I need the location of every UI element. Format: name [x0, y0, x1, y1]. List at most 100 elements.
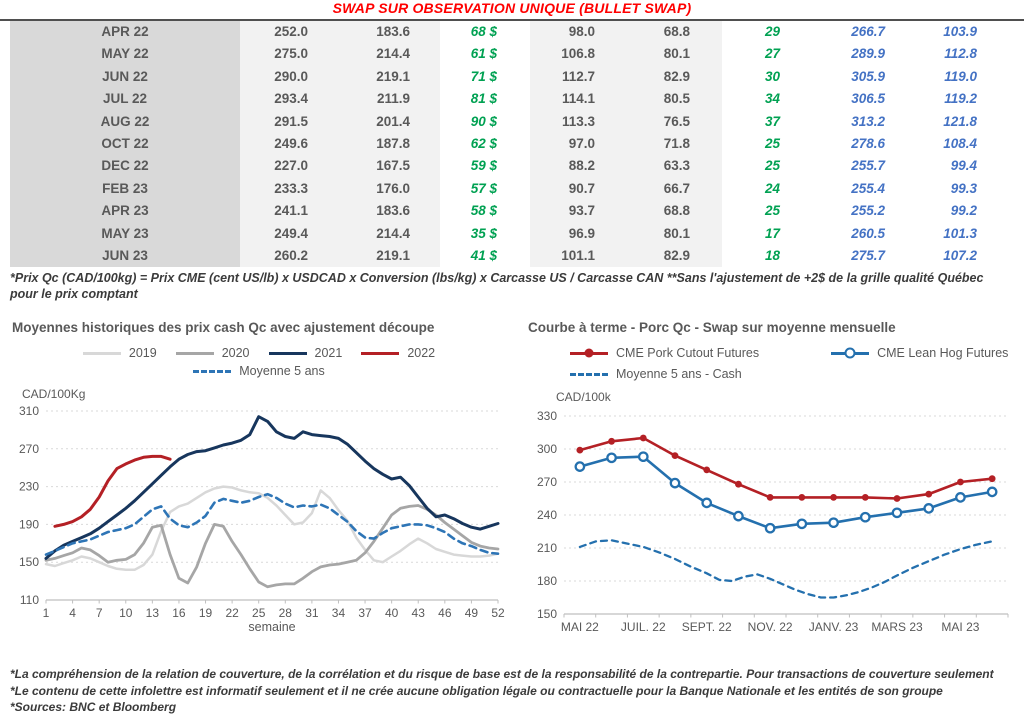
value-cell: 27 [764, 46, 780, 62]
legend-swatch [361, 351, 400, 355]
value-cell: 34 [764, 91, 780, 107]
svg-text:180: 180 [537, 574, 557, 588]
svg-text:150: 150 [537, 607, 557, 621]
value-cell: 25 [764, 158, 780, 174]
legend-swatch [570, 348, 608, 358]
legend-item: Moyenne 5 ans - Cash [570, 367, 742, 381]
chart-title-right: Courbe à terme - Porc Qc - Swap sur moye… [528, 320, 896, 335]
value-cell: 37 [764, 113, 780, 129]
legend-item: CME Lean Hog Futures [831, 346, 1008, 360]
svg-text:MAI 22: MAI 22 [561, 620, 599, 634]
value-cell: 107.2 [943, 247, 977, 263]
value-cell: 82.9 [625, 244, 722, 268]
value-cell: 96.9 [530, 222, 625, 245]
svg-text:270: 270 [19, 442, 39, 456]
chart-title-left: Moyennes historiques des prix cash Qc av… [12, 320, 435, 335]
value-cell: 293.4 [240, 88, 340, 111]
value-cell: 101.3 [943, 225, 977, 241]
disclaimer-line: *La compréhension de la relation de couv… [10, 667, 994, 681]
svg-text:43: 43 [412, 606, 426, 620]
forward-curve-chart: Courbe à terme - Porc Qc - Swap sur moye… [528, 320, 1018, 644]
svg-text:4: 4 [69, 606, 76, 620]
disclaimer-line: *Le contenu de cette infolettre est info… [10, 683, 943, 698]
value-cell: 103.9 [943, 24, 977, 39]
legend-item: Moyenne 5 ans [193, 364, 325, 378]
svg-text:40: 40 [385, 606, 399, 620]
svg-text:13: 13 [146, 606, 160, 620]
value-cell: 80.5 [625, 88, 722, 111]
value-cell: 266.7 [851, 24, 885, 39]
legend-item: 2019 [82, 346, 157, 360]
value-cell: 68.8 [625, 200, 722, 223]
value-cell: 25 [764, 203, 780, 219]
y-axis-unit-left: CAD/100Kg [22, 387, 86, 401]
value-cell: 176.0 [340, 177, 440, 201]
page-title: SWAP SUR OBSERVATION UNIQUE (BULLET SWAP… [332, 0, 692, 16]
value-cell: 30 [764, 68, 780, 84]
svg-text:330: 330 [537, 409, 557, 423]
value-cell: 290.0 [240, 65, 340, 89]
legend-swatch [175, 351, 214, 355]
value-cell: 61 $ [470, 46, 497, 62]
value-cell: 227.0 [240, 155, 340, 178]
value-cell: 167.5 [340, 155, 440, 178]
month-cell: MAY 23 [10, 222, 240, 245]
svg-text:46: 46 [438, 606, 452, 620]
value-cell: 57 $ [470, 180, 497, 196]
legend-label: 2022 [407, 346, 436, 360]
svg-text:JUIL. 22: JUIL. 22 [621, 620, 666, 634]
value-cell: 183.6 [340, 200, 440, 223]
disclaimer-footer: *La compréhension de la relation de couv… [10, 666, 1016, 716]
month-cell: APR 23 [10, 200, 240, 223]
value-cell: 241.1 [240, 200, 340, 223]
value-cell: 275.7 [851, 247, 885, 263]
value-cell: 275.0 [240, 43, 340, 66]
value-cell: 305.9 [851, 68, 885, 84]
value-cell: 62 $ [470, 135, 497, 151]
svg-text:49: 49 [465, 606, 479, 620]
value-cell: 81 $ [470, 91, 497, 107]
legend-swatch [82, 351, 121, 355]
value-cell: 66.7 [625, 177, 722, 201]
value-cell: 24 [764, 180, 780, 196]
legend-swatch [193, 369, 232, 373]
svg-text:semaine: semaine [248, 620, 295, 634]
value-cell: 119.2 [944, 91, 977, 107]
legend-label: Moyenne 5 ans - Cash [616, 367, 742, 381]
y-axis-unit-right: CAD/100k [556, 390, 611, 404]
svg-text:150: 150 [19, 555, 39, 569]
svg-text:25: 25 [252, 606, 266, 620]
value-cell: 260.5 [851, 225, 885, 241]
svg-text:22: 22 [225, 606, 239, 620]
value-cell: 252.0 [240, 21, 340, 44]
month-cell: JUN 22 [10, 65, 240, 89]
value-cell: 99.3 [950, 180, 977, 196]
historical-prices-chart: Moyennes historiques des prix cash Qc av… [12, 320, 506, 645]
svg-text:SEPT. 22: SEPT. 22 [682, 620, 732, 634]
legend-label: 2020 [221, 346, 250, 360]
value-cell: 80.1 [625, 222, 722, 245]
value-cell: 121.8 [943, 113, 977, 129]
value-cell: 255.4 [851, 180, 885, 196]
value-cell: 183.6 [340, 21, 440, 44]
value-cell: 63.3 [625, 155, 722, 178]
value-cell: 99.2 [950, 203, 977, 219]
value-cell: 90 $ [470, 113, 497, 129]
value-cell: 214.4 [340, 222, 440, 245]
svg-text:230: 230 [19, 480, 39, 494]
price-formula-footnote: *Prix Qc (CAD/100kg) = Prix CME (cent US… [10, 271, 984, 302]
legend-label: CME Pork Cutout Futures [616, 346, 760, 360]
legend-label: CME Lean Hog Futures [877, 346, 1009, 360]
value-cell: 313.2 [851, 113, 885, 129]
value-cell: 17 [764, 225, 780, 241]
svg-text:190: 190 [19, 517, 39, 531]
legend-swatch [570, 372, 608, 376]
sources-line: *Sources: BNC et Bloomberg [10, 700, 177, 715]
value-cell: 82.9 [625, 65, 722, 89]
legend-item: 2021 [268, 346, 342, 360]
legend-item: 2022 [361, 346, 435, 360]
legend-swatch [268, 351, 307, 355]
svg-text:210: 210 [537, 541, 557, 555]
svg-text:300: 300 [537, 442, 557, 456]
legend-item: 2020 [175, 346, 250, 360]
